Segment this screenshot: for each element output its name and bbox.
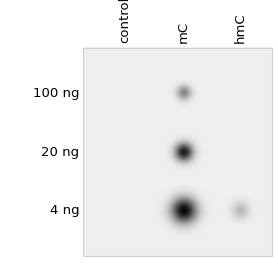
Text: control: control [118,0,131,43]
Bar [83,48,272,256]
Text: mC: mC [177,21,190,43]
Text: 100 ng: 100 ng [33,87,80,100]
Text: 20 ng: 20 ng [41,146,80,159]
Text: hmC: hmC [234,13,247,43]
Text: 4 ng: 4 ng [50,204,80,217]
